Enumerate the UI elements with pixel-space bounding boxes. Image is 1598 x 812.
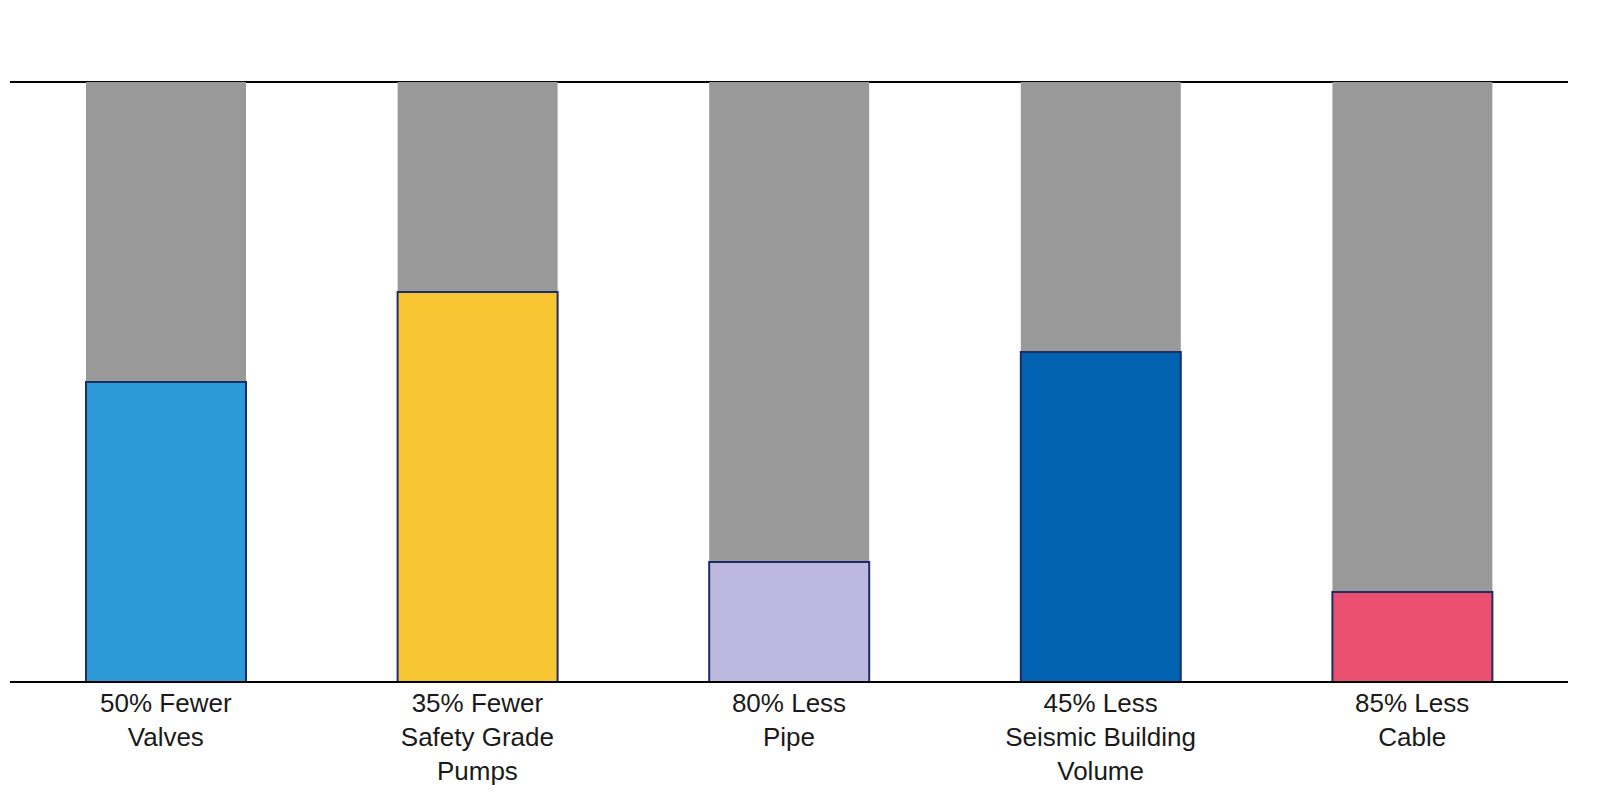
- svg-text:50% FewerValves: 50% FewerValves: [100, 688, 232, 752]
- svg-text:35% FewerSafety GradePumps: 35% FewerSafety GradePumps: [401, 688, 554, 786]
- svg-text:85% LessCable: 85% LessCable: [1355, 688, 1469, 752]
- svg-text:45% LessSeismic BuildingVolume: 45% LessSeismic BuildingVolume: [1005, 688, 1196, 786]
- svg-text:80% LessPipe: 80% LessPipe: [732, 688, 846, 752]
